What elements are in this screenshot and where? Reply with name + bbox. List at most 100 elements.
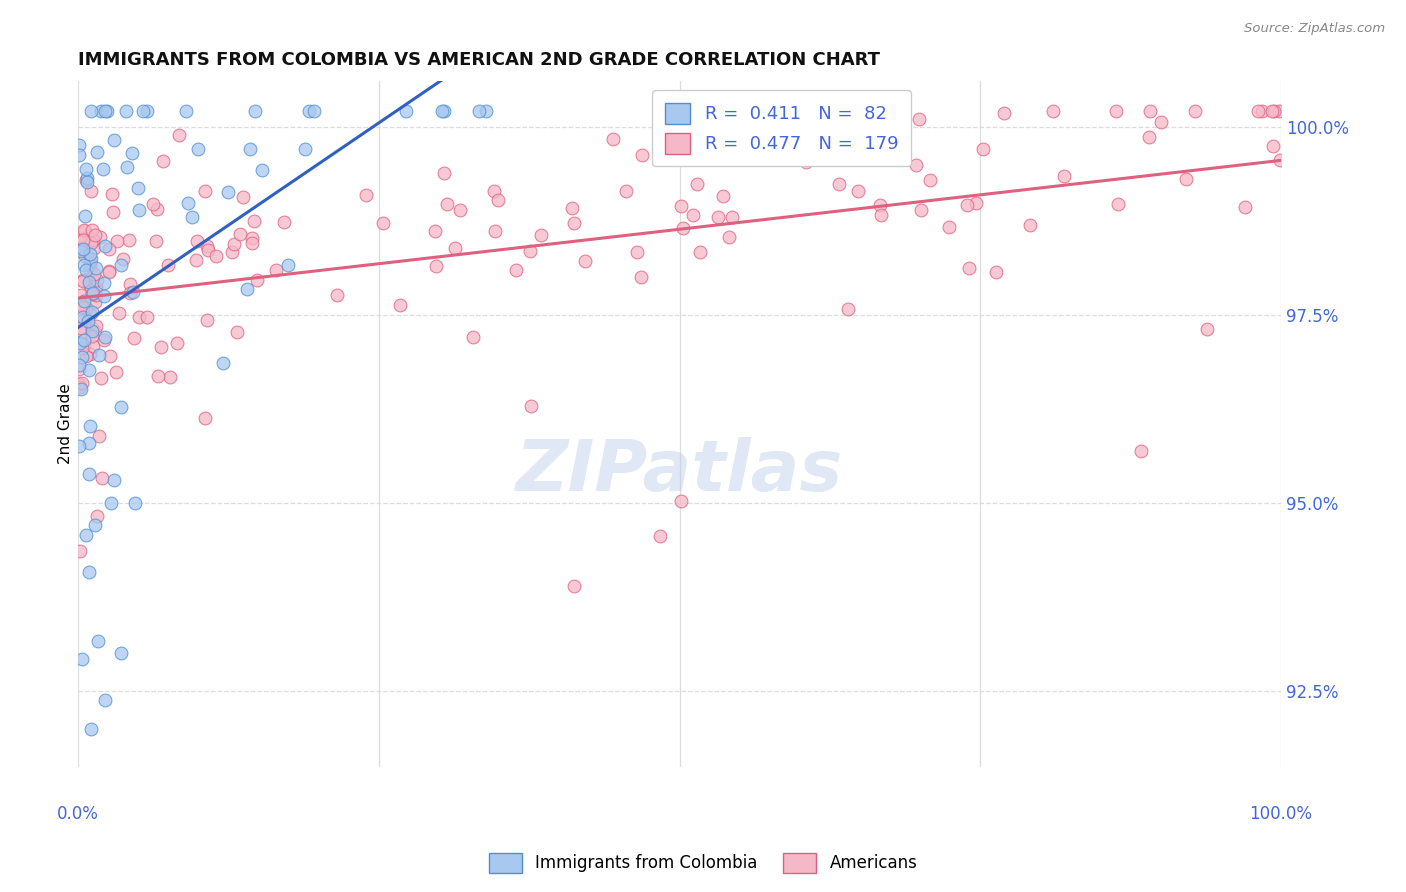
Point <box>562 579 585 593</box>
Point <box>482 184 505 198</box>
Point <box>107 306 129 320</box>
Point <box>72 300 94 314</box>
Point <box>395 104 418 119</box>
Point <box>904 158 927 172</box>
Point <box>67 359 90 373</box>
Point <box>84 324 107 338</box>
Point <box>430 104 453 119</box>
Point <box>159 370 181 384</box>
Point <box>67 147 90 161</box>
Point <box>79 347 101 361</box>
Point <box>83 518 105 533</box>
Point <box>150 339 173 353</box>
Point <box>124 496 146 510</box>
Point <box>97 242 120 256</box>
Point <box>70 376 93 390</box>
Point <box>222 236 245 251</box>
Point <box>232 189 254 203</box>
Point <box>561 202 583 216</box>
Point <box>72 233 94 247</box>
Point <box>908 112 931 126</box>
Point <box>73 249 96 263</box>
Point <box>152 153 174 168</box>
Point <box>1270 153 1292 168</box>
Point <box>727 139 749 153</box>
Point <box>67 439 90 453</box>
Point <box>145 234 167 248</box>
Point <box>1130 444 1153 458</box>
Point <box>101 187 124 202</box>
Point <box>689 245 711 260</box>
Point <box>136 310 159 324</box>
Point <box>80 324 103 338</box>
Point <box>127 181 149 195</box>
Point <box>128 310 150 325</box>
Point <box>486 194 509 208</box>
Point <box>82 286 104 301</box>
Point <box>264 263 287 277</box>
Point <box>83 241 105 255</box>
Point <box>73 334 96 348</box>
Point <box>630 269 652 284</box>
Point <box>574 254 596 268</box>
Point <box>1053 169 1076 183</box>
Point <box>176 195 198 210</box>
Point <box>110 646 132 660</box>
Point <box>69 287 91 301</box>
Point <box>75 349 97 363</box>
Point <box>82 273 104 287</box>
Point <box>82 338 104 352</box>
Point <box>602 131 624 145</box>
Point <box>1247 104 1270 119</box>
Point <box>79 307 101 321</box>
Point <box>1234 201 1257 215</box>
Point <box>93 288 115 302</box>
Point <box>121 146 143 161</box>
Point <box>70 321 93 335</box>
Point <box>468 104 491 119</box>
Point <box>82 233 104 247</box>
Point <box>96 104 118 119</box>
Point <box>146 202 169 216</box>
Point <box>128 202 150 217</box>
Point <box>869 208 891 222</box>
Point <box>70 341 93 355</box>
Point <box>837 302 859 317</box>
Point <box>1150 115 1173 129</box>
Point <box>1261 104 1284 119</box>
Point <box>79 254 101 268</box>
Point <box>110 258 132 272</box>
Point <box>75 263 97 277</box>
Point <box>242 214 264 228</box>
Point <box>186 234 208 248</box>
Point <box>484 224 506 238</box>
Point <box>993 105 1015 120</box>
Point <box>69 244 91 258</box>
Point <box>371 216 394 230</box>
Point <box>73 223 96 237</box>
Text: 100.0%: 100.0% <box>1250 805 1312 823</box>
Point <box>67 376 90 391</box>
Text: Source: ZipAtlas.com: Source: ZipAtlas.com <box>1244 22 1385 36</box>
Point <box>73 293 96 308</box>
Point <box>80 321 103 335</box>
Point <box>80 104 103 119</box>
Point <box>956 198 979 212</box>
Point <box>212 356 235 370</box>
Point <box>94 239 117 253</box>
Point <box>70 297 93 311</box>
Point <box>77 277 100 291</box>
Point <box>89 429 111 443</box>
Point <box>75 173 97 187</box>
Point <box>433 166 456 180</box>
Point <box>910 202 932 217</box>
Point <box>72 310 94 325</box>
Point <box>77 565 100 579</box>
Point <box>75 162 97 177</box>
Point <box>671 220 693 235</box>
Text: IMMIGRANTS FROM COLOMBIA VS AMERICAN 2ND GRADE CORRELATION CHART: IMMIGRANTS FROM COLOMBIA VS AMERICAN 2ND… <box>79 51 880 69</box>
Point <box>72 243 94 257</box>
Point <box>112 252 135 266</box>
Point <box>965 195 987 210</box>
Point <box>614 184 637 198</box>
